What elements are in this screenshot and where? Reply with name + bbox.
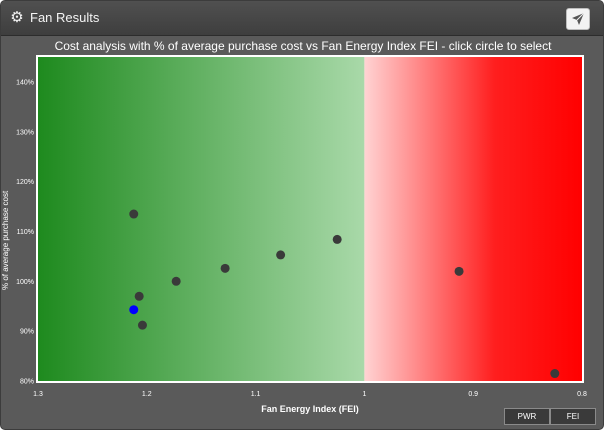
fan-point[interactable] (332, 234, 342, 244)
fan-point[interactable] (220, 263, 230, 273)
x-tick-label: 0.9 (468, 391, 478, 398)
y-tick-label: 110% (17, 229, 34, 236)
gear-icon: ⚙ (10, 8, 24, 26)
x-tick-label: 1.2 (142, 391, 152, 398)
y-tick-label: 90% (20, 329, 34, 336)
y-tick-label: 120% (16, 179, 34, 186)
fan-point[interactable] (276, 250, 286, 260)
x-tick-label: 1.1 (251, 391, 261, 398)
title-bar: ⚙ Fan Results (1, 1, 603, 36)
x-tick-label: 1 (362, 391, 366, 398)
pwr-button[interactable]: PWR (504, 408, 550, 425)
fan-point[interactable] (137, 320, 147, 330)
send-icon (572, 12, 585, 25)
x-axis-label: Fan Energy Index (FEI) (261, 404, 359, 414)
y-tick-label: 140% (16, 79, 34, 86)
fan-point[interactable] (134, 291, 144, 301)
efficient-region (38, 57, 365, 381)
fan-point[interactable] (454, 266, 464, 276)
fan-point[interactable] (550, 369, 560, 379)
send-button[interactable] (566, 8, 590, 30)
y-axis-label: % of average purchase cost (1, 190, 10, 290)
y-tick-label: 80% (20, 379, 34, 386)
chart-title: Cost analysis with % of average purchase… (54, 39, 552, 53)
fan-point[interactable] (171, 276, 181, 286)
y-tick-label: 130% (16, 129, 34, 136)
fan-point[interactable] (129, 209, 139, 219)
fei-button[interactable]: FEI (550, 408, 596, 425)
selected-fan-point[interactable] (129, 305, 139, 315)
x-tick-label: 0.8 (577, 391, 587, 398)
inefficient-region (364, 57, 582, 381)
y-tick-label: 100% (16, 279, 34, 286)
x-tick-label: 1.3 (33, 391, 43, 398)
panel-title: Fan Results (30, 10, 100, 25)
